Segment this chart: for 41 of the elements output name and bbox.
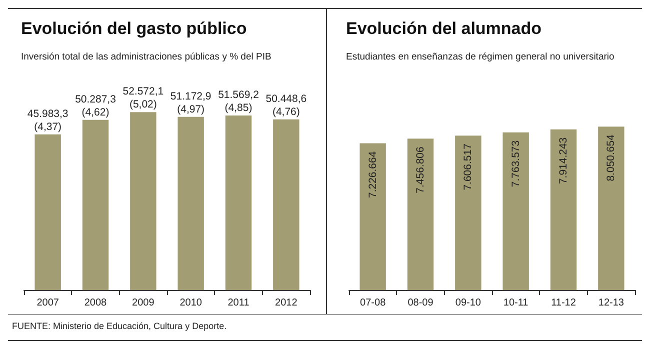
chart-title: Evolución del alumnado [346,19,542,38]
source-note: FUENTE: Ministerio de Educación, Cultura y Deporte. [12,321,228,331]
data-label: 8.050.654 [605,134,618,182]
bar [550,129,577,290]
data-label: 7.763.573 [510,140,522,188]
x-tick-label: 2008 [84,298,108,308]
bar [407,138,434,290]
chart-title: Evolución del gasto público [21,19,247,38]
x-tick-label: 2010 [180,298,202,308]
bar [34,134,61,290]
data-label: 7.226.664 [366,151,379,198]
x-tick-label: 11-12 [551,298,576,308]
data-label: 51.569,2 (4,85) [218,89,260,114]
x-tick-label: 2009 [132,298,155,308]
data-label: 7.914.243 [558,137,570,184]
data-label: 7.606.517 [462,143,474,190]
data-label: 45.983,3 (4,37) [27,108,68,133]
bar [130,112,156,290]
chart-subtitle: Inversión total de las administraciones públicas y % del PIB [21,52,272,62]
bar [178,116,204,290]
x-tick-label: 08-09 [408,298,434,308]
data-label: 7.456.806 [414,146,426,194]
bar [225,116,252,290]
data-label: 52.572,1 (5,02) [122,86,164,111]
bar [598,126,624,290]
x-tick-label: 09-10 [455,298,482,308]
chart-subtitle: Estudiantes en enseñanzas de régimen general no universitario [346,52,614,62]
bar [360,143,386,290]
x-tick-label: 07-08 [360,298,386,308]
bar [82,120,109,290]
bar [455,136,482,290]
x-tick-label: 2012 [275,298,298,308]
data-label: 50.287,3 (4,62) [75,93,116,118]
x-tick-label: 12-13 [598,298,624,308]
x-tick-label: 2007 [36,298,60,308]
bar [273,119,300,290]
x-tick-label: 10-11 [503,298,529,308]
x-tick-label: 2011 [228,298,250,308]
data-label: 51.172,9 (4,97) [170,90,212,116]
bar [502,132,529,290]
data-label: 50.448,6 (4,76) [266,92,307,118]
